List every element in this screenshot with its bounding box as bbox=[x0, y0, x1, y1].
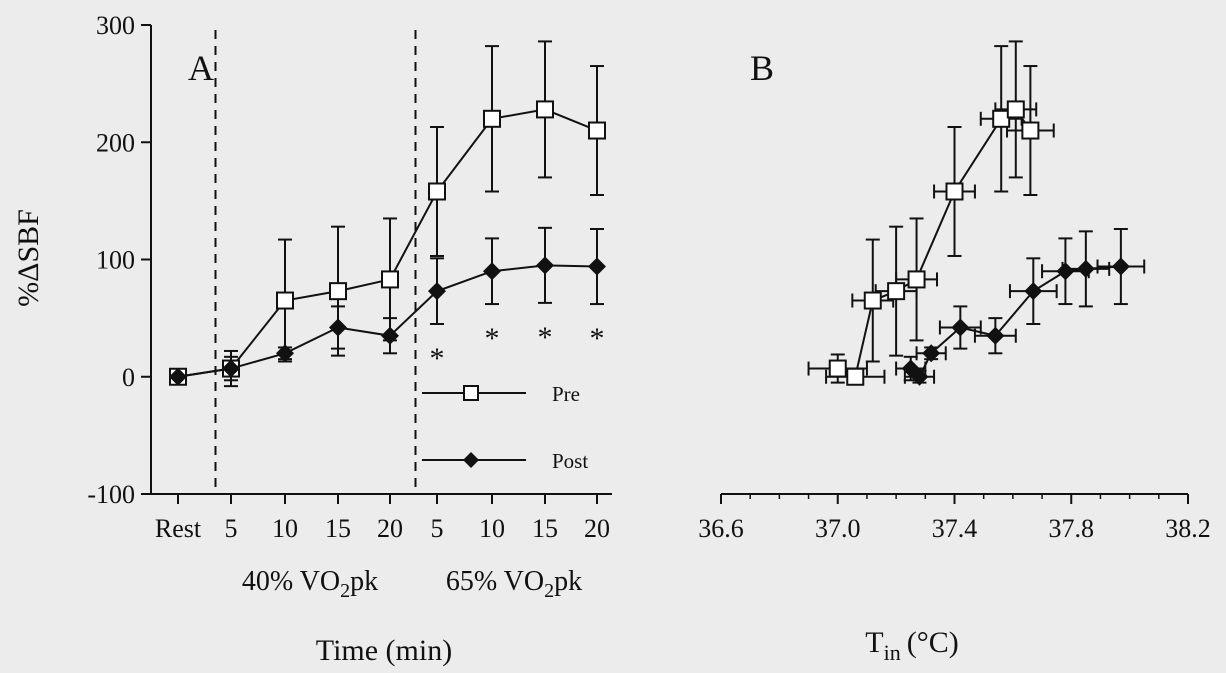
data-point-b-pre bbox=[1006, 100, 1025, 119]
data-point-pre bbox=[483, 109, 501, 128]
legend-marker-post bbox=[463, 452, 479, 468]
data-point-b-pre bbox=[828, 359, 847, 378]
legend-marker-pre bbox=[463, 385, 479, 401]
data-point-pre bbox=[536, 100, 554, 119]
significance-marker: * bbox=[430, 342, 445, 375]
x-tick-label: 15 bbox=[532, 514, 558, 543]
legend: Pre Post bbox=[422, 382, 588, 473]
legend-label-pre: Pre bbox=[552, 382, 580, 406]
significance-marker: * bbox=[538, 321, 553, 354]
legend-label-post: Post bbox=[552, 449, 588, 473]
data-point-pre bbox=[428, 182, 446, 201]
x-tick-label: 37.0 bbox=[815, 514, 861, 543]
phase-label-65: 65% VO2pk bbox=[446, 566, 582, 602]
series-line-b-post bbox=[910, 265, 1121, 379]
x-tick-label: 38.2 bbox=[1165, 514, 1211, 543]
data-point-post bbox=[588, 257, 606, 276]
data-point-b-pre bbox=[992, 109, 1011, 128]
significance-marker: * bbox=[485, 322, 500, 355]
data-point-pre bbox=[588, 121, 606, 140]
x-axis-label-a: Time (min) bbox=[316, 634, 452, 667]
panel-b: B Tin (°C) 36.6 37.0 37.4 37.8 38.2 bbox=[698, 40, 1211, 665]
x-axis-label-b: Tin (°C) bbox=[865, 626, 958, 665]
x-tick-label: 5 bbox=[431, 514, 444, 543]
data-point-b-post bbox=[1076, 259, 1095, 278]
data-point-post bbox=[329, 318, 347, 337]
data-point-post bbox=[483, 262, 501, 281]
data-point-pre bbox=[276, 291, 294, 310]
data-point-b-pre bbox=[945, 182, 964, 201]
y-tick-label: -100 bbox=[87, 480, 135, 509]
phase-label-40: 40% VO2pk bbox=[242, 566, 378, 602]
x-tick-label: 37.4 bbox=[932, 514, 978, 543]
data-point-b-pre bbox=[863, 291, 882, 310]
data-point-post bbox=[222, 359, 240, 378]
significance-marker: * bbox=[590, 322, 605, 355]
x-tick-label: 10 bbox=[479, 514, 505, 543]
data-point-b-pre bbox=[887, 282, 906, 301]
y-axis-label: %ΔSBF bbox=[12, 209, 45, 307]
data-point-b-post bbox=[986, 326, 1005, 345]
data-point-b-pre bbox=[907, 270, 926, 289]
x-tick-label: 10 bbox=[272, 514, 298, 543]
data-point-post bbox=[536, 256, 554, 275]
x-tick-label: 5 bbox=[225, 514, 238, 543]
data-point-b-post bbox=[1024, 282, 1043, 301]
data-point-b-post bbox=[951, 318, 970, 337]
data-point-b-pre bbox=[846, 367, 865, 386]
x-tick-label: 37.8 bbox=[1049, 514, 1095, 543]
data-point-post bbox=[276, 344, 294, 363]
data-point-pre bbox=[329, 282, 347, 301]
panel-a-label: A bbox=[188, 48, 214, 88]
data-point-b-post bbox=[1111, 257, 1130, 276]
y-tick-label: 200 bbox=[96, 128, 135, 157]
x-tick-label: 20 bbox=[377, 514, 403, 543]
x-tick-label: 15 bbox=[325, 514, 351, 543]
x-tick-label: 36.6 bbox=[698, 514, 744, 543]
data-point-post bbox=[428, 282, 446, 301]
data-point-b-post bbox=[1056, 262, 1075, 281]
y-tick-label: 300 bbox=[96, 11, 135, 40]
x-tick-label: Rest bbox=[155, 514, 202, 543]
x-tick-label: 20 bbox=[584, 514, 610, 543]
data-point-b-post bbox=[910, 367, 929, 386]
data-point-b-post bbox=[922, 344, 941, 363]
data-point-b-pre bbox=[1021, 121, 1040, 140]
panel-a: A %ΔSBF Time (min) 40% VO2pk 65% VO2pk P… bbox=[12, 11, 612, 667]
data-point-pre bbox=[381, 270, 399, 289]
y-tick-label: 100 bbox=[96, 246, 135, 275]
y-tick-label: 0 bbox=[122, 363, 135, 392]
panel-b-label: B bbox=[750, 48, 774, 88]
data-point-post bbox=[169, 367, 187, 386]
data-point-post bbox=[381, 326, 399, 345]
